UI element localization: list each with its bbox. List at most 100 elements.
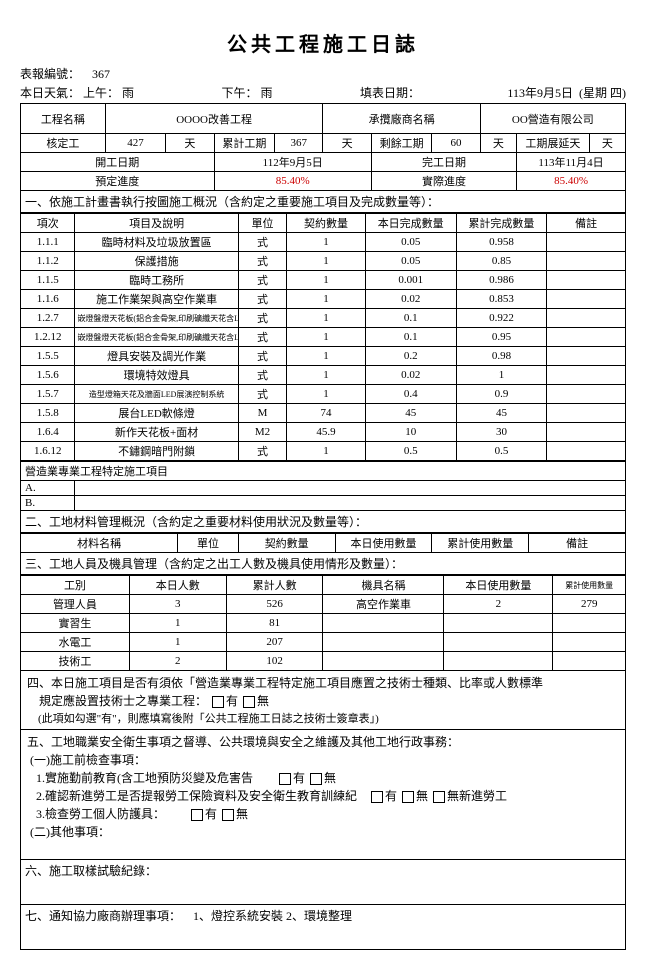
col-header: 本日完成數量: [365, 214, 456, 233]
table-cell: [323, 614, 444, 633]
table-cell: 0.02: [365, 290, 456, 309]
table-cell: 30: [456, 423, 547, 442]
table-cell: 45: [365, 404, 456, 423]
table-cell: 式: [238, 385, 286, 404]
table-cell: 0.2: [365, 347, 456, 366]
checkbox-yes[interactable]: [212, 696, 224, 708]
table-cell: [323, 633, 444, 652]
table-cell: 0.4: [365, 385, 456, 404]
col-header: 單位: [178, 534, 239, 553]
s5-b: (二)其他事項：: [30, 825, 110, 839]
approved-val: 427: [105, 134, 166, 153]
table-cell: 施工作業架與高空作業車: [75, 290, 238, 309]
table-cell: [553, 614, 626, 633]
table-cell: 3: [129, 595, 226, 614]
cb-a2y[interactable]: [371, 791, 383, 803]
cb-a1n[interactable]: [310, 773, 322, 785]
table-cell: [547, 252, 626, 271]
s4-no: 無: [257, 694, 269, 708]
table-cell: [444, 614, 553, 633]
table-cell: 0.85: [456, 252, 547, 271]
section-1-table: 項次項目及說明單位契約數量本日完成數量累計完成數量備註1.1.1臨時材料及垃圾放…: [20, 213, 626, 461]
table-cell: 實習生: [21, 614, 130, 633]
section-3-table: 工別本日人數累計人數機具名稱本日使用數量累計使用數量管理人員3526高空作業車2…: [20, 575, 626, 671]
start-val: 112年9月5日: [214, 153, 371, 172]
table-cell: 81: [226, 614, 323, 633]
checkbox-no[interactable]: [243, 696, 255, 708]
cb-a2x[interactable]: [433, 791, 445, 803]
s5-a1y: 有: [293, 771, 305, 785]
table-cell: 0.958: [456, 233, 547, 252]
table-cell: 1.6.4: [21, 423, 75, 442]
table-cell: [547, 347, 626, 366]
table-cell: 0.9: [456, 385, 547, 404]
table-cell: [547, 442, 626, 461]
s1-b: B.: [21, 496, 75, 511]
table-cell: 279: [553, 595, 626, 614]
table-cell: 1.2.7: [21, 309, 75, 328]
table-cell: 1: [287, 366, 366, 385]
col-header: 備註: [547, 214, 626, 233]
table-cell: 1.1.1: [21, 233, 75, 252]
table-cell: 2: [444, 595, 553, 614]
col-header: 本日人數: [129, 576, 226, 595]
cb-a3n[interactable]: [222, 809, 234, 821]
table-cell: 式: [238, 309, 286, 328]
table-cell: 嵌燈盤燈天花板(鋁合金骨架,印刷礦纖天花含LED燈光: [75, 328, 238, 347]
col-header: 累計人數: [226, 576, 323, 595]
table-cell: [547, 328, 626, 347]
table-cell: 1: [287, 385, 366, 404]
table-cell: 1: [287, 252, 366, 271]
s5-a3y: 有: [205, 807, 217, 821]
s5-a2: 2.確認新進勞工是否提報勞工保險資料及安全衛生教育訓練紀: [36, 789, 357, 803]
section-3-title: 三、工地人員及機具管理（含約定之出工人數及機具使用情形及數量）：: [20, 553, 626, 575]
s5-a2n: 無: [416, 789, 428, 803]
table-cell: 式: [238, 290, 286, 309]
section-7: 七、通知協力廠商辦理事項： 1、燈控系統安裝 2、環境整理: [20, 905, 626, 950]
weather-label: 本日天氣：: [20, 86, 80, 100]
table-cell: 1.1.2: [21, 252, 75, 271]
table-cell: 10: [365, 423, 456, 442]
col-header: 材料名稱: [21, 534, 178, 553]
table-cell: 1: [287, 442, 366, 461]
table-cell: [444, 652, 553, 671]
meta-row-2: 本日天氣： 上午： 雨 下午： 雨 填表日期： 113年9月5日 (星期 四): [20, 84, 626, 101]
table-cell: 45: [456, 404, 547, 423]
table-cell: 1.5.7: [21, 385, 75, 404]
table-cell: 1: [129, 633, 226, 652]
table-cell: 526: [226, 595, 323, 614]
table-cell: 1: [287, 233, 366, 252]
s1-a: A.: [21, 481, 75, 496]
plan-label: 預定進度: [21, 172, 215, 191]
weekday: (星期 四): [579, 86, 626, 100]
col-header: 項目及說明: [75, 214, 238, 233]
s4-l1: 四、本日施工項目是否有須依「營造業專業工程特定施工項目應置之技術士種類、比率或人…: [27, 674, 619, 691]
table-cell: 1.2.12: [21, 328, 75, 347]
cb-a2n[interactable]: [402, 791, 414, 803]
table-cell: 1: [287, 347, 366, 366]
col-header: 累計使用數量: [553, 576, 626, 595]
am-val: 雨: [122, 86, 134, 100]
table-cell: 1.5.5: [21, 347, 75, 366]
col-header: 單位: [238, 214, 286, 233]
section-5: 五、工地職業安全衛生事項之督導、公共環境與安全之維護及其他工地行政事務： (一)…: [20, 730, 626, 860]
remain-val: 60: [432, 134, 480, 153]
table-cell: 1: [129, 614, 226, 633]
ext-label: 工期展延天: [517, 134, 590, 153]
table-cell: 1.5.6: [21, 366, 75, 385]
table-cell: M: [238, 404, 286, 423]
col-header: 備註: [529, 534, 626, 553]
page-title: 公共工程施工日誌: [20, 28, 626, 57]
table-cell: M2: [238, 423, 286, 442]
table-cell: 式: [238, 233, 286, 252]
table-cell: 技術工: [21, 652, 130, 671]
cb-a3y[interactable]: [191, 809, 203, 821]
col-header: 本日使用數量: [444, 576, 553, 595]
d1: 天: [166, 134, 214, 153]
remain-label: 剩餘工期: [371, 134, 432, 153]
cb-a1y[interactable]: [279, 773, 291, 785]
table-cell: 臨時工務所: [75, 271, 238, 290]
s5-a2y: 有: [385, 789, 397, 803]
col-header: 契約數量: [238, 534, 335, 553]
meta-row-1: 表報編號： 367: [20, 65, 626, 82]
